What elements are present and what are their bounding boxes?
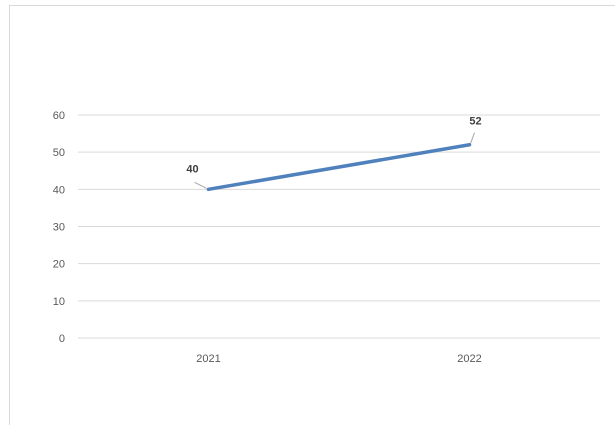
x-axis-ticks: 2021 2022 [196,353,481,365]
series-lines [206,142,472,192]
y-tick-label: 30 [53,222,65,234]
y-axis-ticks: 0 10 20 30 40 50 60 [53,110,65,345]
series-line [206,142,472,192]
x-tick-label: 2022 [457,353,481,365]
data-label: 52 [469,116,481,128]
y-tick-label: 40 [53,184,65,196]
gridlines [78,114,600,339]
data-label-leader [470,132,475,144]
y-tick-label: 50 [53,147,65,159]
y-tick-label: 20 [53,259,65,271]
x-tick-label: 2021 [196,353,220,365]
y-tick-label: 10 [53,296,65,308]
data-label: 40 [186,163,198,175]
data-label-leader [194,181,207,189]
chart-area [9,5,615,425]
data-labels: 40 52 [186,116,482,189]
y-tick-label: 0 [59,333,65,345]
y-tick-label: 60 [53,110,65,122]
